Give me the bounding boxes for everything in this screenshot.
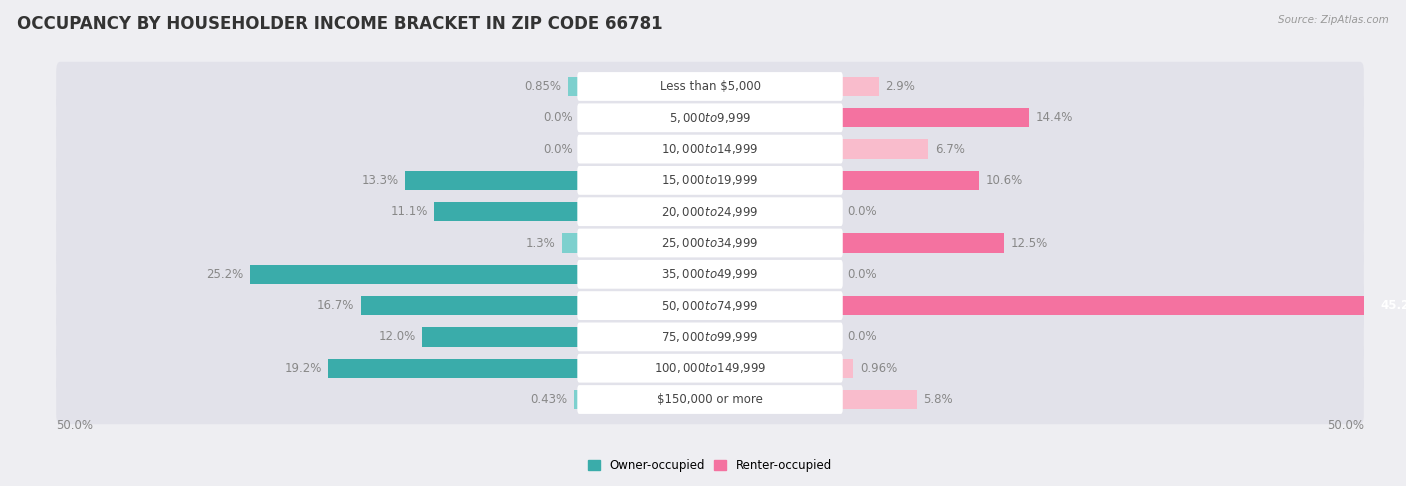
Text: $75,000 to $99,999: $75,000 to $99,999 [661,330,759,344]
Bar [361,296,579,315]
FancyBboxPatch shape [578,197,842,226]
Bar [568,77,579,96]
FancyBboxPatch shape [578,385,842,414]
Text: 0.85%: 0.85% [524,80,561,93]
Bar [250,264,579,284]
Text: 14.4%: 14.4% [1036,111,1073,124]
FancyBboxPatch shape [56,281,1364,330]
FancyBboxPatch shape [578,72,842,101]
Text: $10,000 to $14,999: $10,000 to $14,999 [661,142,759,156]
Text: 5.8%: 5.8% [924,393,953,406]
FancyBboxPatch shape [578,135,842,163]
Text: 50.0%: 50.0% [56,418,93,432]
Text: $20,000 to $24,999: $20,000 to $24,999 [661,205,759,219]
Text: 2.9%: 2.9% [886,80,915,93]
FancyBboxPatch shape [56,250,1364,299]
Text: 12.0%: 12.0% [378,330,416,344]
Bar [574,390,579,409]
Text: $15,000 to $19,999: $15,000 to $19,999 [661,174,759,188]
Text: 11.1%: 11.1% [391,205,427,218]
Text: 0.0%: 0.0% [848,268,877,281]
FancyBboxPatch shape [578,291,842,320]
FancyBboxPatch shape [56,344,1364,393]
Text: 25.2%: 25.2% [205,268,243,281]
Text: 0.43%: 0.43% [530,393,567,406]
Text: $100,000 to $149,999: $100,000 to $149,999 [654,361,766,375]
Text: $50,000 to $74,999: $50,000 to $74,999 [661,298,759,312]
FancyBboxPatch shape [578,104,842,132]
Bar [562,233,579,253]
Bar [841,390,917,409]
Bar [841,171,980,190]
FancyBboxPatch shape [56,93,1364,142]
Text: $25,000 to $34,999: $25,000 to $34,999 [661,236,759,250]
Text: 13.3%: 13.3% [361,174,399,187]
Text: 45.2%: 45.2% [1381,299,1406,312]
Text: OCCUPANCY BY HOUSEHOLDER INCOME BRACKET IN ZIP CODE 66781: OCCUPANCY BY HOUSEHOLDER INCOME BRACKET … [17,15,662,33]
FancyBboxPatch shape [578,260,842,289]
Text: 0.0%: 0.0% [848,330,877,344]
Bar [434,202,579,222]
FancyBboxPatch shape [578,354,842,382]
Bar [841,77,879,96]
Bar [405,171,579,190]
FancyBboxPatch shape [56,62,1364,111]
Text: $5,000 to $9,999: $5,000 to $9,999 [669,111,751,125]
Bar [841,139,928,159]
FancyBboxPatch shape [56,124,1364,174]
FancyBboxPatch shape [56,312,1364,362]
Text: 0.96%: 0.96% [860,362,897,375]
Bar [841,359,853,378]
Text: $150,000 or more: $150,000 or more [657,393,763,406]
FancyBboxPatch shape [578,323,842,351]
Text: Source: ZipAtlas.com: Source: ZipAtlas.com [1278,15,1389,25]
Text: 6.7%: 6.7% [935,142,965,156]
Text: 16.7%: 16.7% [316,299,354,312]
Bar [422,327,579,347]
Text: 10.6%: 10.6% [986,174,1024,187]
Text: 0.0%: 0.0% [543,111,572,124]
Text: 50.0%: 50.0% [1327,418,1364,432]
Text: 0.0%: 0.0% [848,205,877,218]
FancyBboxPatch shape [578,166,842,195]
Bar [841,233,1004,253]
Legend: Owner-occupied, Renter-occupied: Owner-occupied, Renter-occupied [583,455,837,477]
Text: 19.2%: 19.2% [284,362,322,375]
FancyBboxPatch shape [56,156,1364,205]
Bar [328,359,579,378]
FancyBboxPatch shape [578,228,842,258]
FancyBboxPatch shape [56,218,1364,268]
FancyBboxPatch shape [56,187,1364,236]
Bar [841,108,1029,127]
Text: $35,000 to $49,999: $35,000 to $49,999 [661,267,759,281]
FancyBboxPatch shape [56,375,1364,424]
Bar [841,296,1406,315]
Text: 1.3%: 1.3% [526,237,555,249]
Text: 12.5%: 12.5% [1011,237,1047,249]
Text: 0.0%: 0.0% [543,142,572,156]
Text: Less than $5,000: Less than $5,000 [659,80,761,93]
